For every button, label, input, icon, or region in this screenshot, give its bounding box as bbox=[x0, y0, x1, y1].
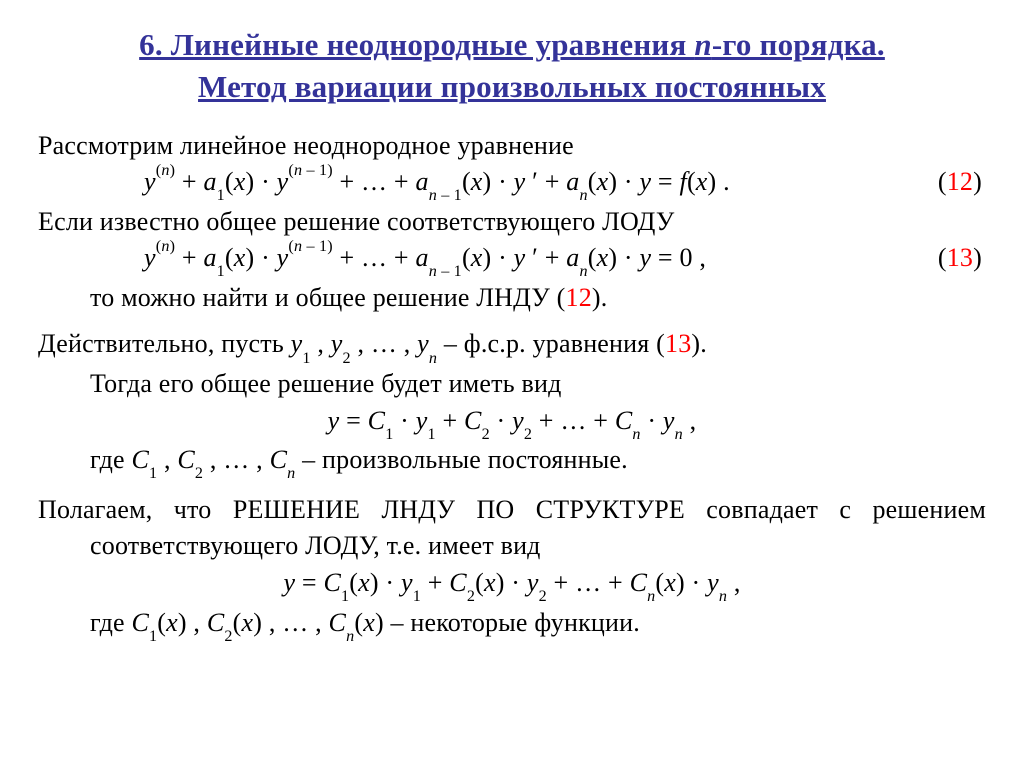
paragraph-intro: Рассмотрим линейное неоднородное уравнен… bbox=[38, 128, 986, 317]
equation-12-number: (12) bbox=[938, 164, 986, 200]
equation-12-formula: y(n) + a1(x) · y(n – 1) + … + an – 1(x) … bbox=[38, 164, 938, 204]
lndu-pre: то можно найти и общее решение ЛНДУ ( bbox=[90, 283, 566, 312]
constants-text: где C1 , C2 , … , Cn – произвольные пост… bbox=[38, 442, 986, 482]
fsr-ref-13: 13 bbox=[665, 329, 691, 358]
title-text-1a: 6. Линейные неоднородные уравнения bbox=[139, 27, 694, 62]
equation-13-row: y(n) + a1(x) · y(n – 1) + … + an – 1(x) … bbox=[38, 240, 986, 280]
equation-13-number: (13) bbox=[938, 240, 986, 276]
functions-text: где C1(x) , C2(x) , … , Cn(x) – некоторы… bbox=[38, 605, 986, 645]
title-text-1c: -го порядка. bbox=[712, 27, 885, 62]
lndu-text: то можно найти и общее решение ЛНДУ (12)… bbox=[38, 280, 986, 316]
lodu-text: Если известно общее решение соответствую… bbox=[38, 204, 986, 240]
structure-l1: Полагаем, что РЕШЕНИЕ ЛНДУ ПО СТРУКТУРЕ … bbox=[38, 495, 851, 524]
title-line-1: 6. Линейные неоднородные уравнения n-го … bbox=[38, 24, 986, 66]
equation-varconst: y = C1(x) · y1 + C2(x) · y2 + … + Cn(x) … bbox=[38, 565, 986, 605]
eqnum-12: 12 bbox=[947, 167, 973, 196]
fsr-line-2: Тогда его общее решение будет иметь вид bbox=[38, 366, 986, 402]
title-text-1b: n bbox=[694, 27, 711, 62]
slide: 6. Линейные неоднородные уравнения n-го … bbox=[0, 0, 1024, 768]
fsr-pre: Действительно, пусть y1 , y2 , … , yn – … bbox=[38, 329, 665, 358]
equation-gensol: y = C1 · y1 + C2 · y2 + … + Cn · yn , bbox=[38, 403, 986, 443]
eqnum-13: 13 bbox=[947, 243, 973, 272]
fsr-line-1: Действительно, пусть y1 , y2 , … , yn – … bbox=[38, 326, 986, 366]
paragraph-structure: Полагаем, что РЕШЕНИЕ ЛНДУ ПО СТРУКТУРЕ … bbox=[38, 492, 986, 644]
paragraph-fsr: Действительно, пусть y1 , y2 , … , yn – … bbox=[38, 326, 986, 482]
lndu-ref-12: 12 bbox=[566, 283, 592, 312]
equation-13-formula: y(n) + a1(x) · y(n – 1) + … + an – 1(x) … bbox=[38, 240, 938, 280]
fsr-post: ). bbox=[691, 329, 707, 358]
title-line-2: Метод вариации произвольных постоянных bbox=[38, 66, 986, 108]
slide-title: 6. Линейные неоднородные уравнения n-го … bbox=[38, 24, 986, 108]
equation-12-row: y(n) + a1(x) · y(n – 1) + … + an – 1(x) … bbox=[38, 164, 986, 204]
structure-line-1: Полагаем, что РЕШЕНИЕ ЛНДУ ПО СТРУКТУРЕ … bbox=[38, 492, 986, 565]
intro-text: Рассмотрим линейное неоднородное уравнен… bbox=[38, 128, 986, 164]
lndu-post: ). bbox=[592, 283, 608, 312]
